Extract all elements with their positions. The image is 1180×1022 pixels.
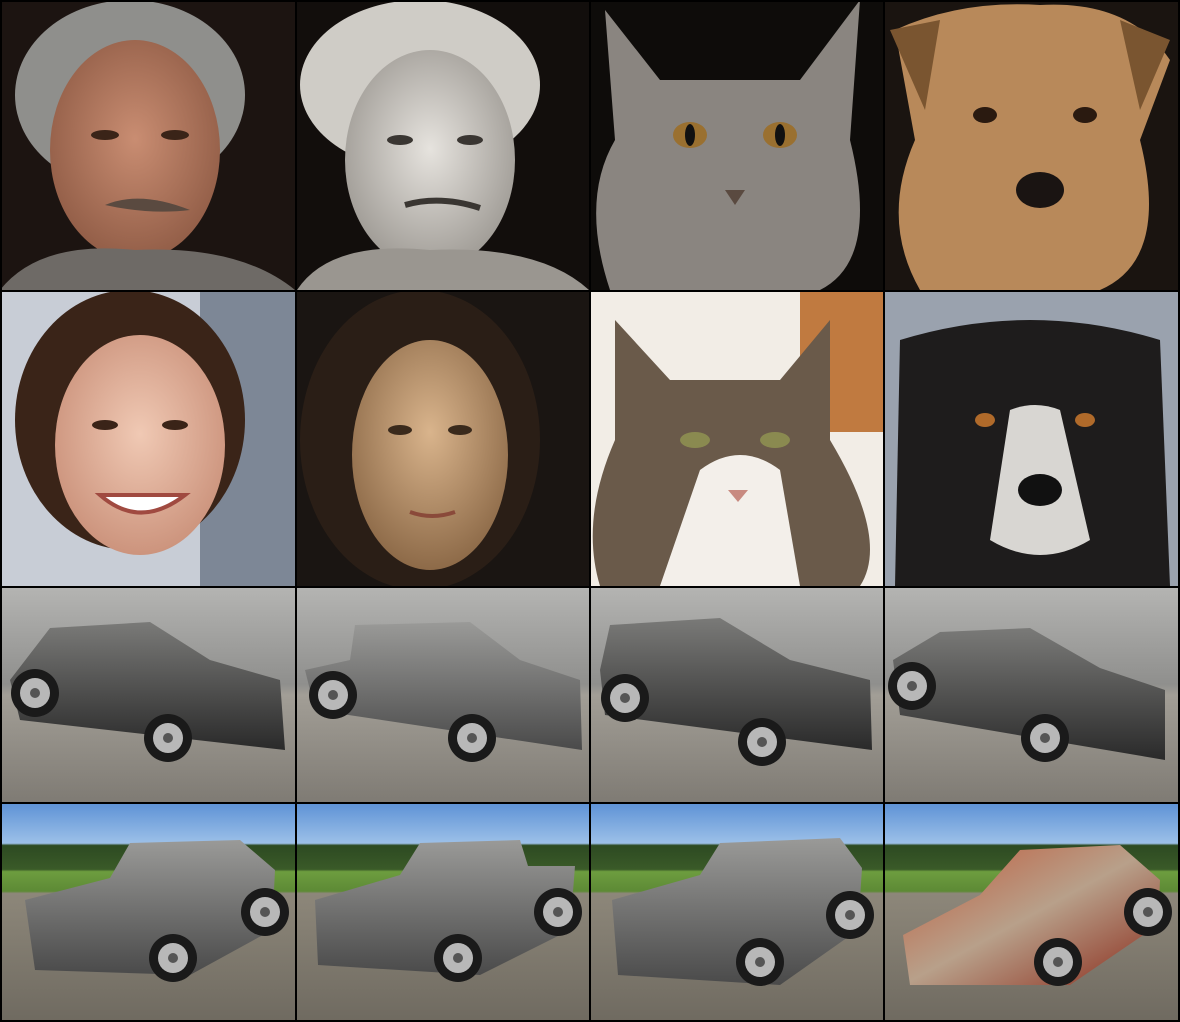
cell-sketch xyxy=(297,0,589,290)
cell-woman xyxy=(0,290,295,586)
cell-car-pickup-outdoor xyxy=(297,804,589,1022)
cell-cat-2 xyxy=(591,292,883,586)
cell-painting xyxy=(297,290,589,590)
cell-car-pickup-grey xyxy=(297,588,589,802)
cell-car-coupe-outdoor xyxy=(885,804,1180,1022)
cell-dog xyxy=(885,0,1180,291)
cell-cat xyxy=(591,0,883,290)
cell-car-sedan-grey xyxy=(0,588,295,802)
cell-car-suv-outdoor xyxy=(591,804,883,1022)
cell-car-sedan-outdoor xyxy=(0,804,295,1022)
cell-car-coupe-grey xyxy=(885,588,1180,802)
cell-car-suv-grey xyxy=(591,588,883,802)
cell-dog-2 xyxy=(885,292,1180,586)
cell-man xyxy=(0,0,295,290)
